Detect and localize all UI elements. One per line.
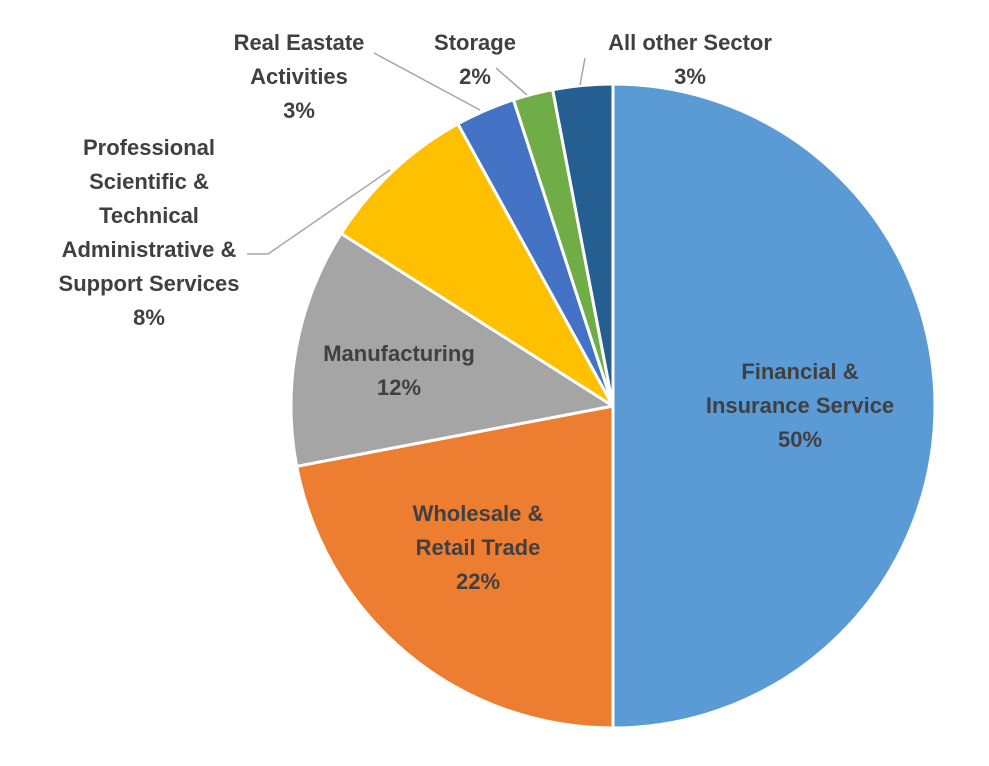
data-label-financial-value: 50% bbox=[778, 427, 822, 452]
data-label-professional-line: Support Services bbox=[59, 271, 240, 296]
leader-line-storage bbox=[495, 67, 528, 96]
data-label-professional: Professional Scientific & Technical Adminis… bbox=[59, 135, 240, 330]
data-label-other-line: All other Sector bbox=[608, 30, 772, 55]
pie-slice-financial bbox=[611, 82, 937, 730]
data-label-professional-line: Administrative & bbox=[62, 237, 237, 262]
data-label-wholesale-line: Wholesale & bbox=[413, 501, 544, 526]
data-label-real-estate-value: 3% bbox=[283, 98, 315, 123]
pie-slices bbox=[289, 82, 937, 730]
data-label-manufacturing-line: Manufacturing bbox=[323, 341, 475, 366]
pie-slice-other bbox=[551, 82, 615, 408]
data-label-professional-line: Professional bbox=[83, 135, 215, 160]
pie-slice-wholesale bbox=[295, 404, 615, 730]
data-label-other: All other Sector 3% bbox=[608, 30, 772, 89]
data-label-financial: Financial & Insurance Service 50% bbox=[706, 359, 894, 452]
slice-labels: Financial & Insurance Service 50% Wholesale… bbox=[59, 30, 895, 594]
data-label-real-estate-line: Activities bbox=[250, 64, 348, 89]
data-label-storage-value: 2% bbox=[459, 64, 491, 89]
data-label-professional-line: Scientific & bbox=[89, 169, 209, 194]
leader-line-real-estate bbox=[373, 52, 481, 111]
data-label-financial-line: Insurance Service bbox=[706, 393, 894, 418]
pie-slice-professional bbox=[339, 122, 615, 408]
data-label-other-value: 3% bbox=[674, 64, 706, 89]
data-label-wholesale: Wholesale & Retail Trade 22% bbox=[413, 501, 544, 594]
data-label-storage-line: Storage bbox=[434, 30, 516, 55]
data-label-professional-line: Technical bbox=[99, 203, 199, 228]
data-label-real-estate: Real Eastate Activities 3% bbox=[234, 30, 365, 123]
pie-slice-manufacturing bbox=[289, 231, 615, 468]
data-label-professional-value: 8% bbox=[133, 305, 165, 330]
leader-lines bbox=[247, 52, 586, 255]
data-label-manufacturing-value: 12% bbox=[377, 375, 421, 400]
data-label-wholesale-line: Retail Trade bbox=[416, 535, 541, 560]
data-label-wholesale-value: 22% bbox=[456, 569, 500, 594]
leader-line-professional bbox=[247, 169, 391, 255]
leader-line-other bbox=[579, 57, 586, 86]
data-label-storage: Storage 2% bbox=[434, 30, 516, 89]
data-label-real-estate-line: Real Eastate bbox=[234, 30, 365, 55]
data-label-manufacturing: Manufacturing 12% bbox=[323, 341, 475, 400]
data-label-financial-line: Financial & bbox=[741, 359, 858, 384]
